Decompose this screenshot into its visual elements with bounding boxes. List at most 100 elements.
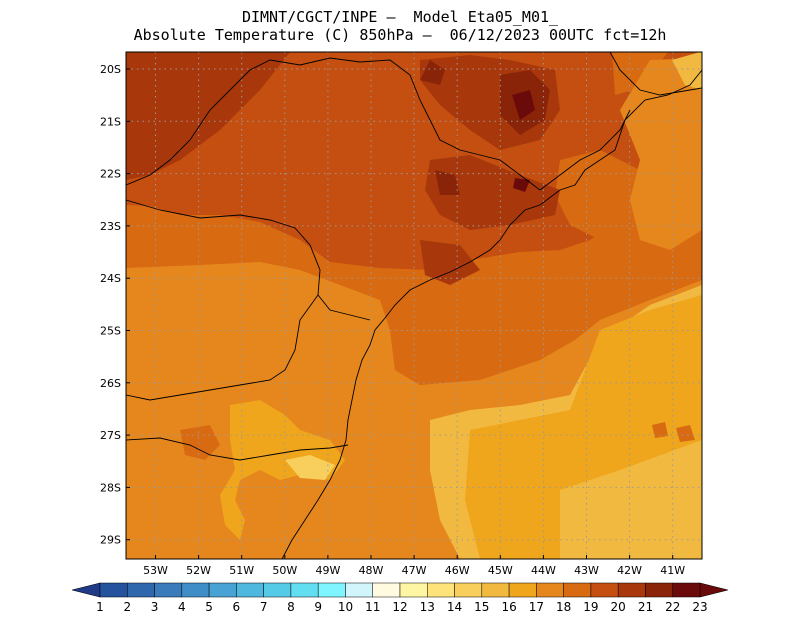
colorbar-segment [317,582,346,598]
title-line-1: DIMNT/CGCT/INPE — Model Eta05_M01_ [241,8,559,26]
lat-tick-label: 27S [100,429,121,442]
field-level-19-south-a [180,425,220,460]
field-level-19-east [555,150,660,240]
field-level-21-d [420,240,480,285]
field-level-23-b [513,178,530,192]
field-level-19-south-b [652,422,668,438]
colorbar-segment [454,582,483,598]
longitude-ticks: 53W 52W 51W 50W 49W 48W 47W 46W 45W 44W 43W 42W 41W [143,555,685,577]
lon-tick-label: 48W [359,564,384,577]
lon-tick-label: 42W [617,564,642,577]
lat-tick-label: 29S [100,534,121,547]
colorbar-segment [536,582,564,598]
colorbar-label: 19 [583,600,598,614]
lon-tick-label: 51W [229,564,254,577]
colorbar-label: 13 [420,600,435,614]
colorbar-label: 6 [233,600,241,614]
colorbar-segment [590,582,619,598]
colorbar-segment [672,582,701,598]
lat-tick-label: 20S [100,63,121,76]
colorbar-label: 22 [665,600,680,614]
state-border-b [126,69,251,186]
lon-tick-label: 49W [315,564,340,577]
colorbar-segment [345,582,373,598]
colorbar-label: 15 [474,600,489,614]
colorbar-label: 5 [205,600,213,614]
state-border-a [249,57,541,191]
colorbar-label: 20 [611,600,626,614]
colorbar: 1 2 3 4 5 6 7 8 9 10 11 12 13 14 15 16 17 18 19 20 21 22 23 [71,582,729,614]
colorbar-label: 11 [365,600,380,614]
colorbar-label: 18 [556,600,571,614]
lon-tick-label: 50W [272,564,297,577]
colorbar-label: 3 [151,600,159,614]
colorbar-segment [372,582,401,598]
colorbar-segment [508,582,537,598]
latitude-ticks: 20S 21S 22S 23S 24S 25S 26S 27S 28S 29S [100,63,130,547]
colorbar-segment [181,582,210,598]
colorbar-label: 23 [692,600,707,614]
colorbar-segment [236,582,264,598]
lat-tick-label: 21S [100,115,121,128]
field-level-21-a [126,52,290,180]
field-level-17-far-southeast [560,440,702,559]
state-border-f [609,52,702,96]
field-level-17-northeast [672,52,702,90]
field-level-22-b [420,60,445,85]
state-border-e [126,437,349,461]
lon-tick-label: 43W [574,564,599,577]
state-border-g [539,109,631,191]
lon-tick-label: 52W [186,564,211,577]
colorbar-label: 21 [638,600,653,614]
colorbar-segment [645,582,673,598]
lat-tick-label: 22S [100,168,121,181]
colorbar-label: 7 [260,600,268,614]
colorbar-label: 12 [392,600,407,614]
colorbar-segment [481,582,510,598]
colorbar-label: 10 [338,600,353,614]
colorbar-segment [99,582,128,598]
colorbar-segment [208,582,237,598]
lon-tick-label: 44W [531,564,556,577]
colorbar-segment [617,582,646,598]
graticule [126,52,702,559]
colorbar-label: 16 [501,600,516,614]
colorbar-segment [427,582,455,598]
colorbar-segment [399,582,428,598]
colorbar-label: 1 [96,600,104,614]
colorbar-label: 8 [287,600,295,614]
lon-tick-label: 46W [445,564,470,577]
lat-tick-label: 28S [100,481,121,494]
field-level-21-c [425,155,560,230]
title-line-2: Absolute Temperature (C) 850hPa — 06/12/… [133,26,667,44]
lat-tick-label: 25S [100,325,121,338]
colorbar-segment [127,582,155,598]
colorbar-segment [263,582,292,598]
colorbar-label: 2 [123,600,131,614]
colorbar-label: 14 [447,600,462,614]
coastlines-and-borders [126,52,702,559]
colorbar-arrow-left [71,582,101,598]
state-border-c [126,199,371,321]
field-level-18-northeast [620,58,702,250]
lat-tick-label: 26S [100,377,121,390]
colorbar-segment [563,582,592,598]
lon-tick-label: 45W [488,564,513,577]
lon-tick-label: 53W [143,564,168,577]
field-level-15-sc [285,455,335,480]
state-border-d [126,294,319,401]
field-level-22-c [435,170,460,195]
colorbar-segment [154,582,183,598]
temperature-field [126,52,702,559]
colorbar-arrow-right [699,582,729,598]
colorbar-segment [290,582,319,598]
colorbar-label: 17 [529,600,544,614]
colorbar-label: 9 [314,600,322,614]
colorbar-label: 4 [178,600,186,614]
field-level-19-south-c [676,425,695,442]
lon-tick-label: 41W [660,564,685,577]
lat-tick-label: 23S [100,220,121,233]
lat-tick-label: 24S [100,272,121,285]
coastline [281,69,702,559]
